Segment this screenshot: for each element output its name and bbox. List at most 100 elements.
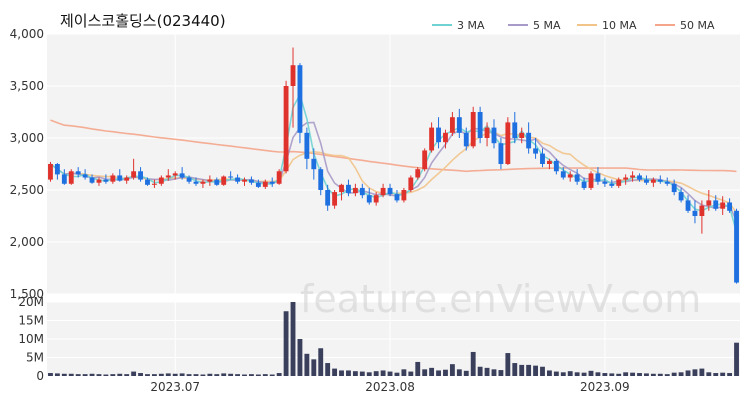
candle-body [664,181,670,184]
volume-bar [290,302,296,376]
candle-body [644,179,649,183]
volume-bar [456,369,462,376]
candle-body [352,187,358,194]
candle-body [138,171,143,180]
volume-bar [588,370,594,376]
volume-bar [75,374,81,376]
candle-body [477,112,483,138]
volume-bar [242,374,247,376]
price-tick-label: 2,500 [10,183,44,197]
volume-bar [193,374,199,376]
volume-bar [117,373,123,376]
candle-body [346,184,351,194]
volume-bar [151,374,157,376]
candle-body [262,181,268,187]
volume-bar [595,372,601,376]
volume-bar [498,370,504,376]
candle-body [96,179,102,183]
legend: 3 MA 5 MA 10 MA 50 MA [432,19,715,32]
volume-bar [512,363,518,376]
volume-bar [436,370,441,376]
volume-bar [553,371,559,376]
volume-bar [727,373,733,376]
candle-body [158,177,164,184]
candle-body [54,164,60,175]
candle-body [255,182,261,187]
candle-body [456,117,462,133]
volume-axis-ticks: 20M 15M 10M 5M 0 [18,295,44,383]
candle-body [290,65,296,86]
candlestick-series [48,47,739,284]
volume-tick-label: 15M [18,314,44,328]
volume-bar [408,371,414,376]
candle-body [68,171,74,184]
legend-label: 10 MA [602,19,637,32]
volume-bar [519,364,525,376]
candle-body [249,179,254,183]
volume-bar [339,370,344,376]
volume-bar [221,373,227,376]
candle-body [89,177,95,183]
volume-bar [352,371,358,376]
volume-bar [415,361,421,376]
candle-body [657,179,663,182]
volume-bar [470,351,476,376]
volume-bar [637,373,642,376]
candle-body [82,174,88,178]
volume-bar [560,372,566,376]
candle-body [463,132,469,147]
price-axis-ticks: 4,000 3,500 3,000 2,500 2,000 1,500 [10,27,44,301]
candle-body [318,169,324,190]
candle-body [145,179,150,185]
volume-bar [581,372,587,376]
volume-bar [574,372,580,376]
candle-body [637,175,642,180]
candle-body [214,179,220,185]
legend-label: 3 MA [457,19,485,32]
candle-body [581,181,587,188]
candle-body [297,65,303,133]
volume-bar [200,374,206,376]
volume-bar [422,369,428,376]
volume-bar [179,373,185,376]
candle-body [401,190,407,201]
candle-body [276,171,282,184]
volume-bar [616,373,622,376]
volume-bar [124,374,130,376]
volume-bar [276,373,282,376]
candle-body [408,177,414,190]
volume-bar [650,373,656,376]
candle-body [505,122,511,164]
candle-body [526,132,532,149]
date-tick-label: 2023.08 [365,380,415,394]
candle-body [429,127,435,151]
candle-body [304,132,310,159]
candle-body [671,183,677,193]
watermark: feature.enViewV.com [300,277,701,321]
candle-body [623,177,629,180]
volume-tick-label: 20M [18,295,44,309]
candle-body [179,173,185,178]
candle-body [734,210,739,283]
candle-body [207,179,213,182]
grid-lines [47,33,740,377]
candle-body [228,176,234,178]
candle-body [172,173,178,176]
candle-body [186,177,192,182]
candle-body [436,127,441,143]
legend-label: 50 MA [680,19,715,32]
candle-body [165,175,171,178]
candle-body [650,179,656,183]
candle-body [713,200,719,209]
date-tick-label: 2023.07 [150,380,200,394]
volume-series [48,302,739,376]
volume-bar [54,373,60,376]
volume-bar [699,368,705,376]
candle-body [602,181,608,184]
volume-bar [449,364,455,376]
candle-body [242,179,247,182]
volume-bar [207,373,213,376]
candle-body [616,179,622,186]
volume-bar [165,373,171,376]
